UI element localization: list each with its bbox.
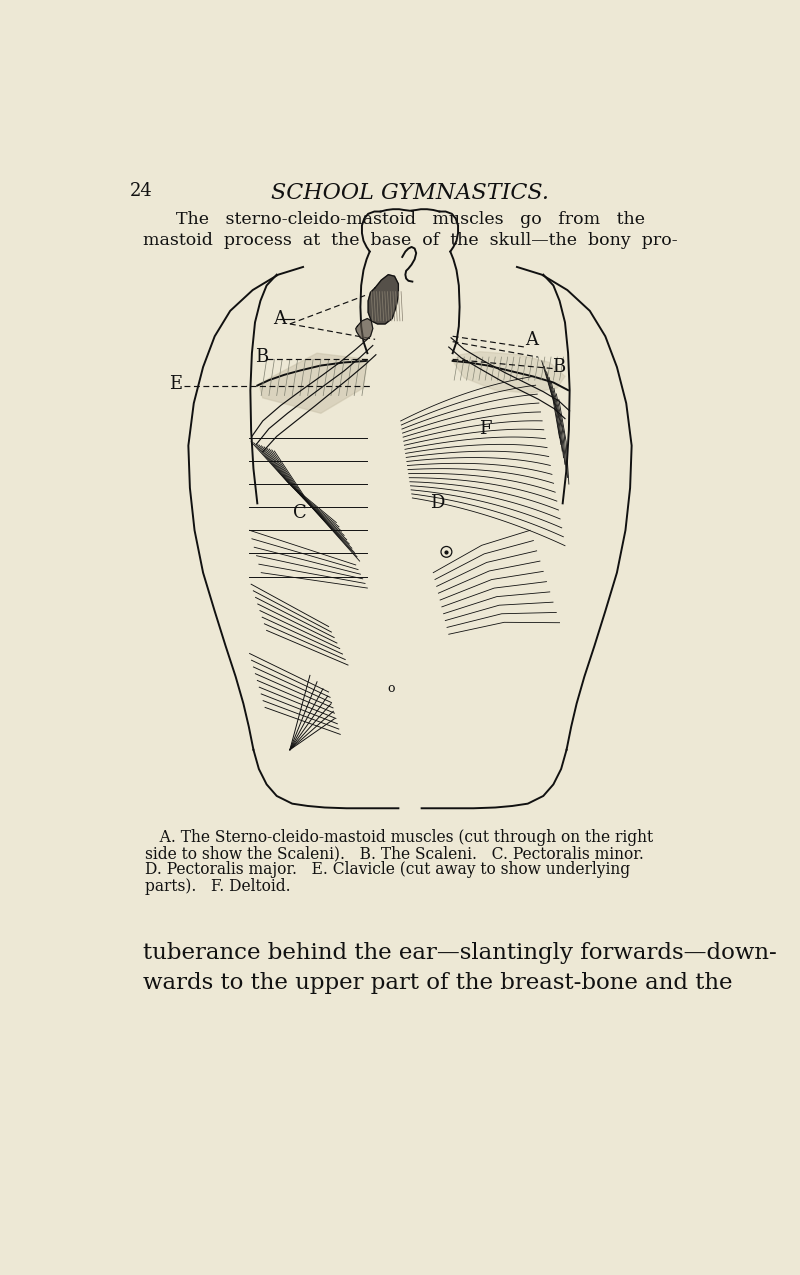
Text: SCHOOL GYMNASTICS.: SCHOOL GYMNASTICS. [271, 182, 549, 204]
Text: The   sterno-cleido-mastoid   muscles   go   from   the: The sterno-cleido-mastoid muscles go fro… [175, 210, 645, 228]
Text: F: F [479, 419, 491, 437]
Text: B: B [254, 348, 268, 366]
Text: D. Pectoralis major.   E. Clavicle (cut away to show underlying: D. Pectoralis major. E. Clavicle (cut aw… [145, 862, 630, 878]
Text: C: C [293, 505, 307, 523]
Polygon shape [368, 274, 398, 324]
Text: wards to the upper part of the breast-bone and the: wards to the upper part of the breast-bo… [142, 972, 732, 993]
Text: parts).   F. Deltoid.: parts). F. Deltoid. [145, 877, 290, 895]
Text: B: B [552, 358, 566, 376]
Text: D: D [430, 495, 444, 513]
Text: o: o [387, 682, 394, 695]
Polygon shape [453, 352, 565, 393]
Text: A. The Sterno-cleido-mastoid muscles (cut through on the right: A. The Sterno-cleido-mastoid muscles (cu… [145, 829, 653, 847]
Text: A: A [525, 332, 538, 349]
Polygon shape [356, 319, 373, 340]
Text: 24: 24 [130, 182, 152, 200]
Text: side to show the Scaleni).   B. The Scaleni.   C. Pectoralis minor.: side to show the Scaleni). B. The Scalen… [145, 845, 644, 862]
Text: mastoid  process  at  the  base  of  the  skull—the  bony  pro-: mastoid process at the base of the skull… [142, 232, 678, 250]
Text: E: E [170, 375, 182, 393]
Polygon shape [259, 353, 367, 413]
Text: tuberance behind the ear—slantingly forwards—down-: tuberance behind the ear—slantingly forw… [142, 942, 776, 964]
Text: A: A [274, 310, 286, 329]
